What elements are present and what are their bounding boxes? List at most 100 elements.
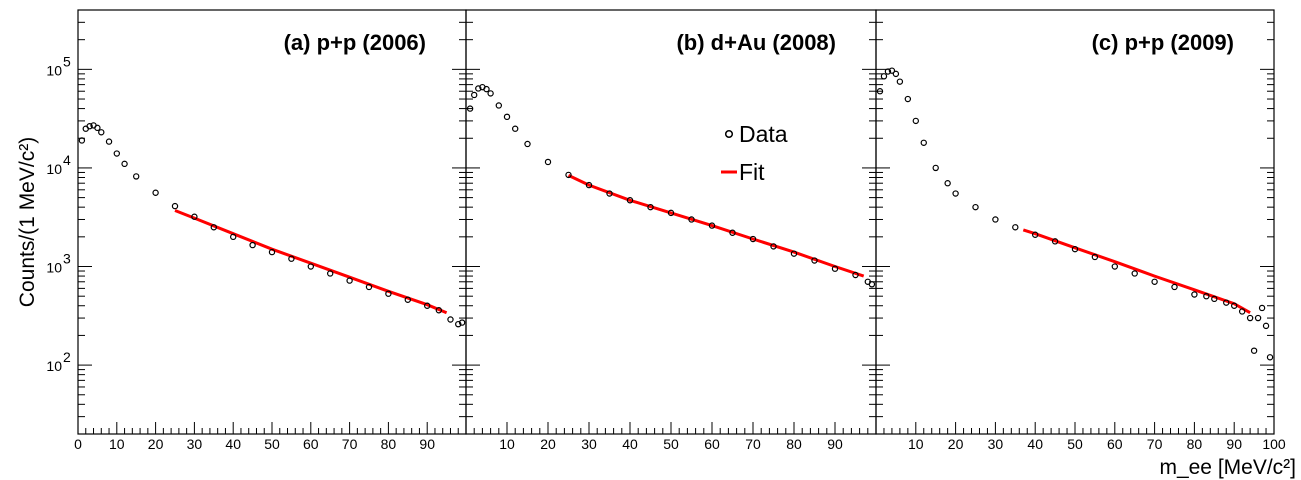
y-tick-label: 10 — [46, 260, 62, 276]
x-tick-label: 30 — [187, 436, 203, 452]
data-point — [471, 91, 478, 99]
legend: Data Fit — [721, 121, 788, 185]
x-axis-title: m_ee [MeV/c²] — [1159, 456, 1296, 479]
x-tick-label: 70 — [1147, 436, 1163, 452]
data-point — [94, 124, 101, 132]
data-point — [1203, 292, 1210, 300]
data-point — [98, 129, 105, 136]
data-point — [78, 137, 86, 144]
x-tick-label: 60 — [303, 436, 319, 452]
x-tick-label: 30 — [581, 436, 597, 452]
data-point — [346, 277, 353, 284]
data-point — [667, 209, 675, 217]
legend-data-label: Data — [739, 121, 788, 147]
data-point — [152, 189, 159, 196]
x-tick-label: 60 — [1107, 436, 1123, 452]
data-point — [1071, 245, 1079, 253]
data-point — [585, 181, 593, 189]
data-point — [1238, 308, 1246, 315]
data-point — [1223, 299, 1230, 306]
x-tick-label: 70 — [342, 436, 358, 452]
data-point — [1171, 283, 1178, 291]
data-point — [1211, 295, 1218, 303]
plot-frame — [77, 9, 467, 435]
panel-3: 10 20 30 40 50 60 70 80 90 100 (c) p+p (2009) — [875, 9, 1286, 452]
data-point — [884, 68, 892, 75]
panel-title: (a) p+p (2006) — [284, 30, 426, 55]
data-point — [171, 202, 179, 210]
data-point — [424, 302, 431, 309]
data-point — [876, 88, 884, 95]
data-point — [435, 307, 443, 314]
data-point — [972, 203, 979, 211]
data-point — [1246, 314, 1254, 322]
data-point — [487, 90, 494, 97]
data-point — [688, 216, 695, 223]
data-point — [113, 150, 121, 157]
data-point — [1012, 224, 1019, 231]
fit-line — [567, 174, 865, 278]
fit-line — [1022, 228, 1251, 315]
y-tick-exponent: 2 — [63, 349, 71, 365]
y-tick-exponent: 5 — [63, 53, 71, 69]
data-point — [307, 263, 314, 270]
x-tick-label: 50 — [1067, 436, 1083, 452]
panel-1: 0 10 20 30 40 50 60 70 80 90 (a) p+p (2006) — [74, 9, 467, 452]
x-tick-label: 30 — [988, 436, 1004, 452]
data-point — [920, 139, 927, 146]
x-tick-label: 40 — [1027, 436, 1043, 452]
data-point — [1266, 354, 1274, 361]
data-point — [503, 113, 511, 121]
data-point — [880, 73, 888, 80]
data-point — [1131, 270, 1138, 277]
data-point — [904, 95, 912, 103]
data-point — [912, 117, 920, 125]
data-point — [944, 180, 951, 187]
data-point — [455, 320, 462, 328]
x-tick-label: 20 — [948, 436, 964, 452]
data-point — [385, 290, 392, 297]
y-ticks — [78, 9, 466, 435]
data-point — [1258, 304, 1266, 312]
data-point — [1051, 238, 1059, 245]
data-point — [327, 270, 334, 277]
plot-frame — [465, 9, 877, 435]
y-ticks — [876, 9, 1274, 435]
panel-title: (c) p+p (2009) — [1092, 30, 1234, 55]
data-point — [121, 160, 128, 168]
plot-frame — [875, 9, 1275, 435]
x-ticks — [465, 422, 877, 434]
x-tick-label: 40 — [622, 436, 638, 452]
data-point — [544, 158, 552, 166]
panel-2: 10 20 30 40 50 60 70 80 90 (b) d+Au (2008) — [465, 9, 877, 452]
data-point — [1091, 253, 1099, 261]
fit-line — [174, 209, 448, 315]
legend-fit-label: Fit — [739, 159, 765, 185]
data-point — [1031, 231, 1039, 238]
y-tick-exponent: 3 — [63, 251, 71, 267]
data-point — [749, 235, 757, 243]
data-point — [210, 224, 217, 231]
x-ticks — [77, 422, 467, 434]
x-tick-label: 70 — [745, 436, 761, 452]
data-point — [892, 70, 900, 78]
data-point — [447, 316, 454, 323]
y-ticks — [466, 9, 876, 435]
data-point — [896, 78, 904, 85]
data-point — [770, 243, 777, 250]
data-point — [565, 171, 572, 179]
data-point — [790, 250, 798, 257]
data-point — [852, 271, 859, 279]
data-point — [105, 138, 113, 145]
x-tick-label: 20 — [540, 436, 556, 452]
y-tick-exponent: 4 — [63, 152, 71, 168]
data-point — [483, 85, 490, 93]
x-tick-label: 50 — [663, 436, 679, 452]
x-tick-label: 90 — [827, 436, 843, 452]
data-point — [729, 229, 736, 236]
panel-title: (b) d+Au (2008) — [676, 30, 836, 55]
x-tick-label: 50 — [264, 436, 280, 452]
x-tick-label: 80 — [381, 436, 397, 452]
data-point — [86, 123, 93, 130]
